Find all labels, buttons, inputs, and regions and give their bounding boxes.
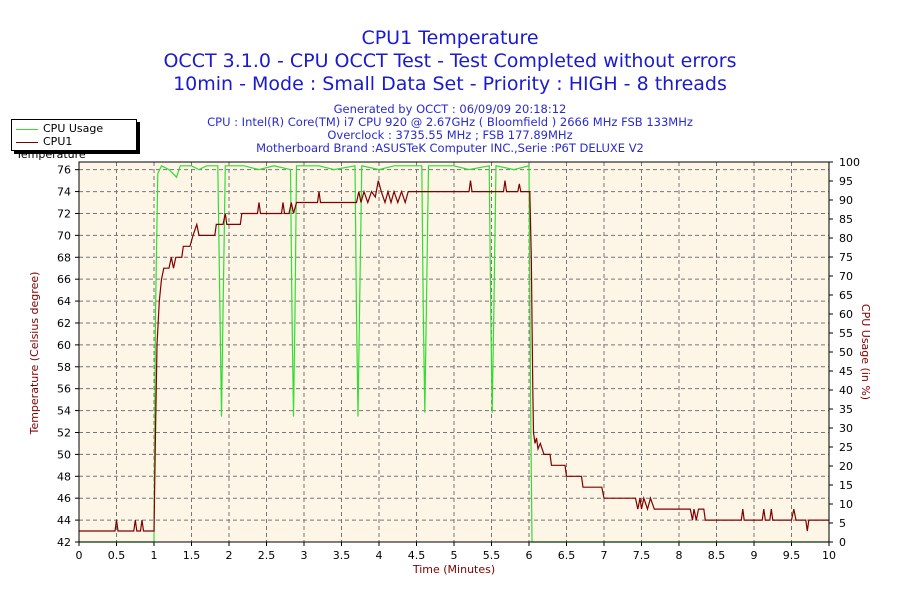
x-axis-label: Time (Minutes)	[412, 563, 495, 576]
y2-tick-label: 65	[839, 289, 853, 302]
y2-tick-label: 95	[839, 175, 853, 188]
legend-swatch-cpu-temp	[16, 141, 38, 143]
x-tick-label: 7	[601, 549, 608, 562]
y2-tick-label: 0	[839, 536, 846, 549]
info-overclock: Overclock : 3735.55 MHz ; FSB 177.89MHz	[327, 128, 573, 142]
x-tick-label: 9.5	[783, 549, 801, 562]
y-tick-label: 48	[57, 470, 71, 483]
info-generated: Generated by OCCT : 06/09/09 20:18:12	[333, 102, 567, 116]
x-tick-label: 5	[451, 549, 458, 562]
legend-label: CPU1 Temperature	[16, 135, 86, 161]
y-tick-label: 72	[57, 207, 71, 220]
y2-tick-label: 5	[839, 517, 846, 530]
y-tick-label: 54	[57, 405, 71, 418]
y2-tick-label: 85	[839, 213, 853, 226]
x-tick-label: 8	[676, 549, 683, 562]
y-tick-label: 74	[57, 186, 71, 199]
y-tick-label: 50	[57, 448, 71, 461]
x-tick-label: 6.5	[558, 549, 576, 562]
y2-axis-label: CPU Usage (in %)	[859, 304, 872, 400]
y-tick-label: 66	[57, 273, 71, 286]
x-tick-label: 1.5	[183, 549, 201, 562]
legend-label: CPU Usage	[43, 122, 104, 135]
y2-tick-label: 25	[839, 441, 853, 454]
y-tick-label: 68	[57, 251, 71, 264]
y2-tick-label: 70	[839, 270, 853, 283]
x-tick-label: 5.5	[483, 549, 501, 562]
legend-item-cpu-temp: CPU1 Temperature	[16, 135, 136, 161]
y-axis-label: Temperature (Celsius degree)	[28, 272, 41, 436]
x-tick-label: 3	[301, 549, 308, 562]
y-tick-label: 42	[57, 536, 71, 549]
y2-tick-label: 100	[839, 156, 860, 169]
y2-tick-label: 35	[839, 403, 853, 416]
y2-tick-label: 30	[839, 422, 853, 435]
y2-tick-label: 45	[839, 365, 853, 378]
chart-title: CPU1 Temperature	[361, 27, 539, 49]
plot-border	[78, 161, 830, 543]
y2-tick-label: 15	[839, 479, 853, 492]
y2-tick-label: 75	[839, 251, 853, 264]
x-tick-label: 2	[226, 549, 233, 562]
info-motherboard: Motherboard Brand :ASUSTeK Computer INC.…	[256, 141, 644, 155]
y2-tick-label: 10	[839, 498, 853, 511]
chart-subtitle-test: OCCT 3.1.0 - CPU OCCT Test - Test Comple…	[163, 50, 737, 72]
legend: CPU Usage CPU1 Temperature	[11, 119, 137, 161]
y-tick-label: 60	[57, 339, 71, 352]
x-tick-label: 10	[822, 549, 836, 562]
y-tick-label: 44	[57, 514, 71, 527]
y-tick-label: 76	[57, 164, 71, 177]
cpu-usage-line	[79, 164, 829, 543]
x-tick-label: 4.5	[408, 549, 426, 562]
y2-tick-label: 60	[839, 308, 853, 321]
chart-subtitle-mode: 10min - Mode : Small Data Set - Priority…	[173, 73, 727, 95]
x-tick-label: 2.5	[258, 549, 276, 562]
y2-tick-label: 50	[839, 346, 853, 359]
y-tick-label: 70	[57, 229, 71, 242]
x-tick-label: 7.5	[633, 549, 651, 562]
x-tick-label: 9	[751, 549, 758, 562]
y-tick-label: 56	[57, 383, 71, 396]
y-tick-label: 52	[57, 426, 71, 439]
y-tick-label: 58	[57, 361, 71, 374]
info-cpu: CPU : Intel(R) Core(TM) i7 CPU 920 @ 2.6…	[207, 115, 693, 129]
x-tick-label: 8.5	[708, 549, 726, 562]
x-tick-label: 6	[526, 549, 533, 562]
y2-tick-label: 55	[839, 327, 853, 340]
y2-tick-label: 90	[839, 194, 853, 207]
x-tick-label: 4	[376, 549, 383, 562]
x-tick-label: 0.5	[108, 549, 126, 562]
legend-swatch-cpu-usage	[16, 128, 38, 130]
x-tick-label: 3.5	[333, 549, 351, 562]
legend-item-cpu-usage: CPU Usage	[16, 122, 103, 135]
cpu-temp-line	[79, 180, 829, 532]
y2-tick-label: 20	[839, 460, 853, 473]
y-tick-label: 64	[57, 295, 71, 308]
x-tick-label: 0	[76, 549, 83, 562]
x-tick-label: 1	[151, 549, 158, 562]
y2-tick-label: 40	[839, 384, 853, 397]
y-tick-label: 62	[57, 317, 71, 330]
y2-tick-label: 80	[839, 232, 853, 245]
y-tick-label: 46	[57, 492, 71, 505]
